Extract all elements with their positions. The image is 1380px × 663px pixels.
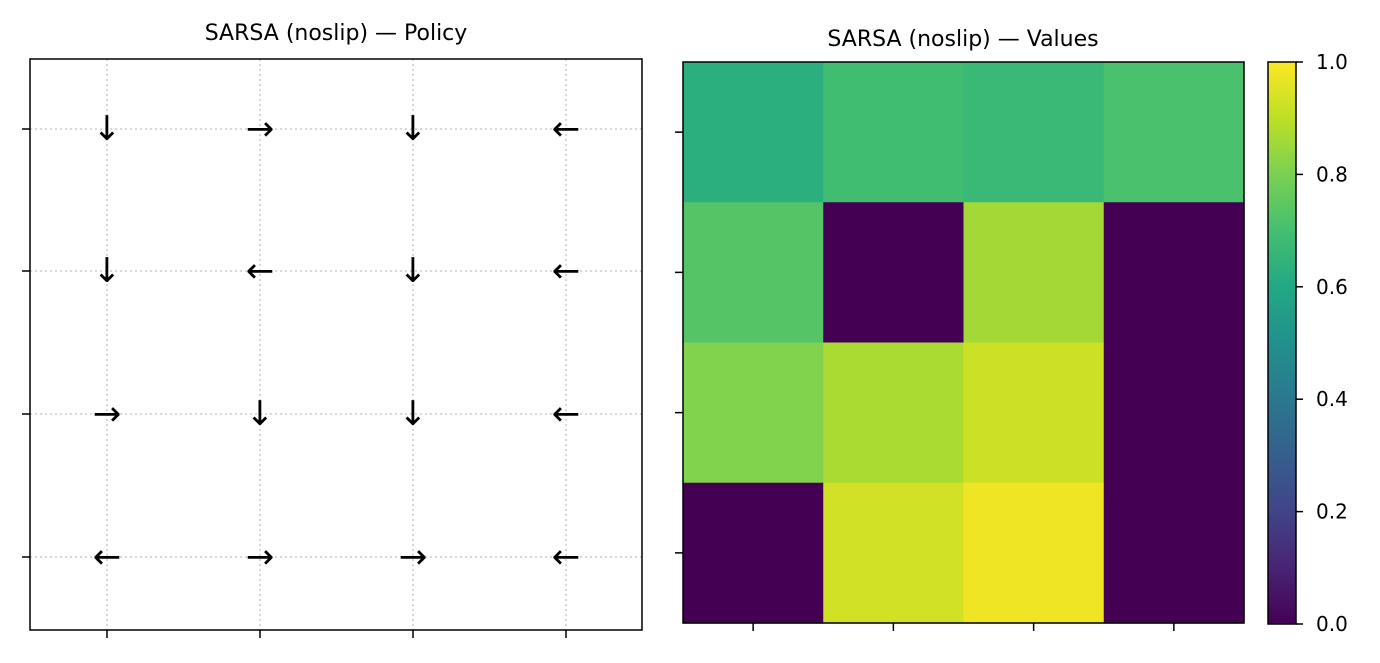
colorbar-tick-label: 0.4	[1316, 387, 1348, 411]
heatmap-cell	[963, 342, 1105, 484]
colorbar-frame	[1267, 61, 1297, 625]
policy-arrow: →	[246, 537, 275, 577]
heatmap-cell	[1103, 62, 1245, 203]
colorbar-tick-label: 0.6	[1316, 275, 1348, 299]
colorbar-ticks: 0.0 0.2 0.4 0.6 0.8 1.0	[1296, 50, 1348, 636]
colorbar-tick-label: 1.0	[1316, 50, 1348, 74]
heatmap-cell	[1103, 202, 1245, 344]
heatmap-cell	[823, 202, 965, 344]
policy-arrow: ←	[246, 251, 275, 291]
policy-ticks	[22, 128, 567, 638]
colorbar: 0.0 0.2 0.4 0.6 0.8 1.0	[1267, 50, 1348, 636]
values-panel: SARSA (noslip) — Values	[675, 27, 1245, 631]
policy-arrow: ←	[552, 251, 581, 291]
policy-arrow: →	[399, 537, 428, 577]
colorbar-tick-label: 0.0	[1316, 612, 1348, 636]
policy-arrow: ←	[552, 109, 581, 149]
heatmap-cell	[683, 62, 824, 203]
policy-panel: SARSA (noslip) — Policy ↓ → ↓ ← ↓ ← ↓ ← → ↓ ↓ ← ← → → ←	[22, 21, 643, 638]
policy-arrow: →	[93, 394, 122, 434]
heatmap-ticks	[675, 131, 1175, 631]
policy-arrow: ↓	[399, 109, 428, 149]
colorbar-tick-label: 0.2	[1316, 500, 1348, 524]
policy-arrow: ↓	[399, 394, 428, 434]
policy-title: SARSA (noslip) — Policy	[205, 21, 468, 46]
colorbar-tick-label: 0.8	[1316, 162, 1348, 186]
heatmap-cell	[963, 202, 1105, 344]
values-title: SARSA (noslip) — Values	[827, 27, 1098, 52]
colorbar-gradient	[1268, 62, 1296, 624]
heatmap-cell	[823, 62, 965, 203]
policy-arrows: ↓ → ↓ ← ↓ ← ↓ ← → ↓ ↓ ← ← → → ←	[93, 109, 581, 577]
policy-arrow: ←	[552, 537, 581, 577]
heatmap-cell	[1103, 482, 1245, 624]
policy-arrow: ↓	[246, 394, 275, 434]
heatmap-cell	[683, 482, 824, 624]
heatmap-cell	[823, 342, 965, 484]
policy-arrow: ←	[93, 537, 122, 577]
heatmap-frame	[682, 61, 1245, 624]
policy-gridlines	[30, 59, 642, 630]
policy-frame	[29, 58, 643, 631]
heatmap-cells	[683, 62, 1245, 624]
heatmap-cell	[823, 482, 965, 624]
policy-arrow: ↓	[93, 109, 122, 149]
heatmap-cell	[683, 202, 824, 344]
policy-arrow: ↓	[93, 251, 122, 291]
policy-arrow: ↓	[399, 251, 428, 291]
heatmap-cell	[963, 62, 1105, 203]
policy-arrow: →	[246, 109, 275, 149]
heatmap-cell	[1103, 342, 1245, 484]
heatmap-cell	[683, 342, 824, 484]
policy-arrow: ←	[552, 394, 581, 434]
heatmap-cell	[963, 482, 1105, 624]
